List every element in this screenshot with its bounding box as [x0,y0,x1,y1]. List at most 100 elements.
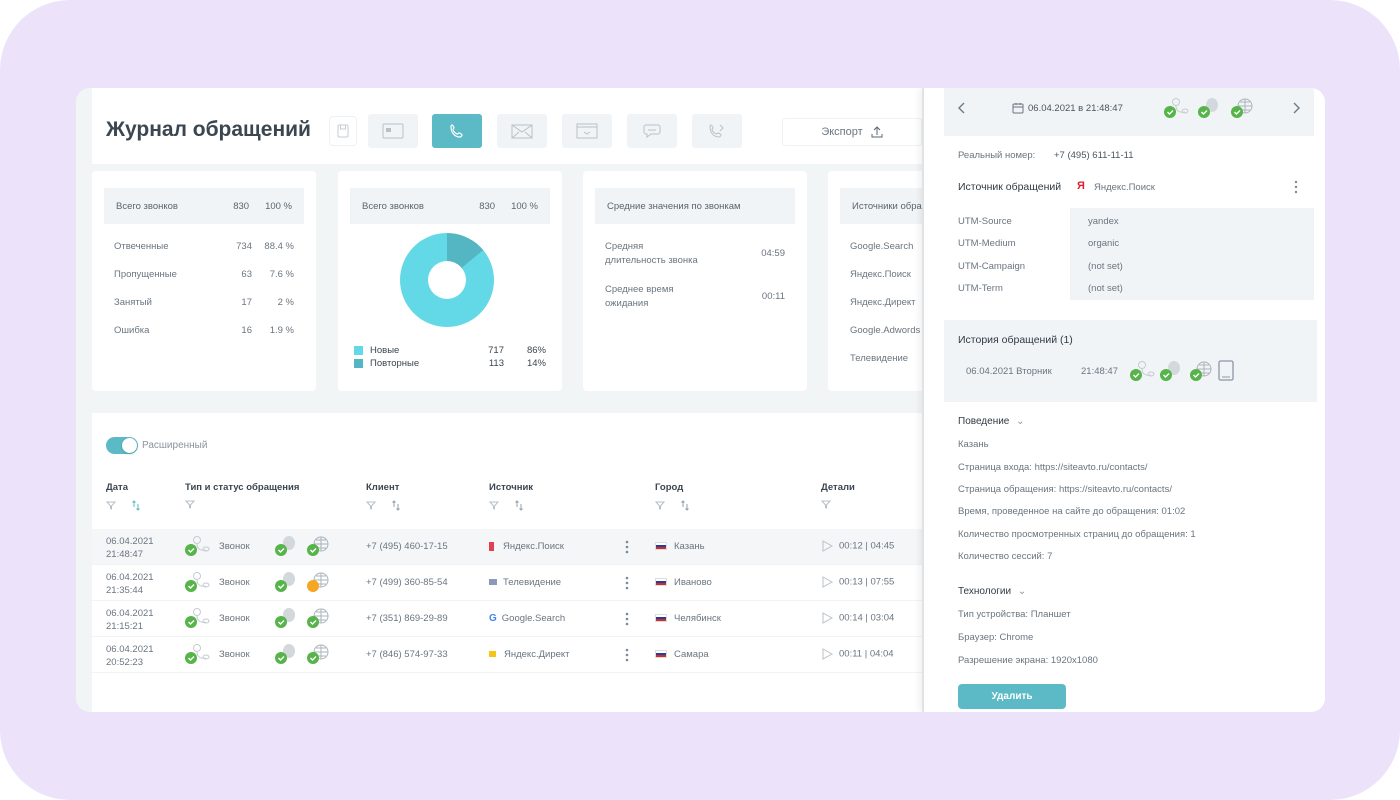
more-vertical-icon[interactable] [1294,180,1298,194]
web-status-icon [1190,361,1212,381]
filter-icon[interactable] [185,500,195,509]
chevron-left-icon[interactable] [958,102,966,114]
column-header-city: Город [655,482,684,493]
filter-icon[interactable] [821,500,831,509]
stat-header-label: Средние значения по звонкам [607,200,741,212]
export-label: Экспорт [821,126,863,138]
legend-count: 717 [488,345,504,356]
call-status-icon [1164,98,1189,118]
session-status-icon [273,571,299,596]
column-header-details: Детали [821,482,855,493]
stat-header-label: Источники обра [852,200,922,212]
legend-label: Повторные [370,358,420,369]
stat-label: Занятый [114,297,152,308]
call-status-icon [1130,361,1155,381]
call-status-icon [185,643,211,668]
stat-pct: 88.4 % [264,241,294,252]
row-details: 00:14 | 03:04 [821,612,894,624]
upload-icon [871,126,883,138]
detail-nav-bar: 06.04.2021 в 21:48:47 [944,88,1314,136]
play-icon[interactable] [821,540,834,552]
play-icon[interactable] [821,612,834,624]
legend-count: 113 [488,358,504,369]
filter-icon[interactable] [655,501,665,510]
export-button[interactable]: Экспорт [782,118,922,146]
extended-toggle[interactable] [106,437,138,454]
utm-key: UTM-Medium [958,238,1016,249]
stat-count: 16 [241,325,252,336]
row-client: +7 (846) 574-97-33 [366,649,448,660]
tab-mail[interactable] [497,114,547,148]
stat-row: Отвеченные 734 88.4 % [114,241,294,252]
row-menu-button[interactable] [625,576,629,593]
behavior-line: Количество сессий: 7 [958,551,1053,562]
sort-icon[interactable] [680,500,690,511]
web-status-icon [1231,98,1253,118]
filter-icon[interactable] [106,501,116,510]
calls-stat-card: Всего звонков 830 100 % Отвеченные 734 88.… [92,171,316,391]
table-row[interactable]: 06.04.2021 21:15:21 Звонок +7 (351) 869-2… [92,601,922,637]
play-icon[interactable] [821,576,834,588]
call-detail-panel: 06.04.2021 в 21:48:47 Реальный номер: +7… [922,88,1325,712]
behavior-line: Казань [958,439,989,450]
save-button[interactable] [329,116,357,146]
row-source: Яндекс.Поиск [489,541,564,552]
sort-icon[interactable] [514,500,524,511]
legend-label: Новые [370,345,400,356]
journal-panel: Журнал обращений Экспорт [76,88,968,712]
row-client: +7 (495) 460-17-15 [366,541,448,552]
stat-count: 63 [241,269,252,280]
table-row[interactable]: 06.04.2021 21:35:44 Звонок +7 (499) 360-8… [92,565,922,601]
play-icon[interactable] [821,648,834,660]
more-vertical-icon [625,576,629,590]
utm-values-box [1070,208,1314,300]
row-menu-button[interactable] [625,612,629,629]
row-duration: 00:11 | 04:04 [839,648,894,660]
tech-toggle[interactable]: Технологии ⌄ [958,586,1026,597]
column-header-type: Тип и статус обращения [185,482,300,493]
row-type: Звонок [219,613,250,624]
filter-icon[interactable] [366,501,376,510]
date-cell: 06.04.2021 21:35:44 [106,571,154,597]
row-date: 06.04.2021 [106,644,154,655]
stat-header: Всего звонков 830 100 % [104,188,304,224]
mail-icon [511,124,533,138]
donut-chart [400,233,494,327]
stat-pct: 7.6 % [269,269,294,280]
tab-forms[interactable] [368,114,418,148]
utm-value: yandex [1088,216,1119,227]
session-status-icon [273,607,299,632]
behavior-line: Страница входа: https://siteavto.ru/cont… [958,462,1148,473]
sort-icon[interactable] [131,500,141,511]
filter-icon[interactable] [489,501,499,510]
row-city-label: Челябинск [674,613,721,624]
row-source-label: Google.Search [501,613,566,624]
utm-value: (not set) [1088,283,1123,294]
callback-icon [709,124,724,138]
save-icon [337,124,349,138]
tab-calls[interactable] [432,114,482,148]
tech-title: Технологии [958,586,1012,597]
row-menu-button[interactable] [625,540,629,557]
legend-pct: 14% [526,358,546,369]
session-status-icon [273,643,299,668]
real-number-value: +7 (495) 611-11-11 [1054,150,1134,161]
sort-icon[interactable] [391,500,401,511]
chat-icon [643,124,661,138]
table-row[interactable]: 06.04.2021 21:48:47 Звонок +7 (495) 460-1… [92,529,922,565]
source-label: Источник обращений [958,181,1062,193]
row-date: 06.04.2021 [106,608,154,619]
tab-chat[interactable] [627,114,677,148]
session-status-icon [1198,98,1218,118]
table-row[interactable]: 06.04.2021 20:52:23 Звонок +7 (846) 574-9… [92,637,922,673]
delete-button[interactable]: Удалить [958,684,1066,709]
behavior-toggle[interactable]: Поведение ⌄ [958,416,1025,427]
chevron-right-icon[interactable] [1292,102,1300,114]
tab-browser[interactable] [562,114,612,148]
row-menu-button[interactable] [625,648,629,665]
web-status-icon [304,643,332,668]
history-box: История обращений (1) 06.04.2021 Вторник… [944,320,1317,402]
tab-callback[interactable] [692,114,742,148]
tech-line: Разрешение экрана: 1920x1080 [958,655,1098,666]
web-status-icon [304,571,332,596]
